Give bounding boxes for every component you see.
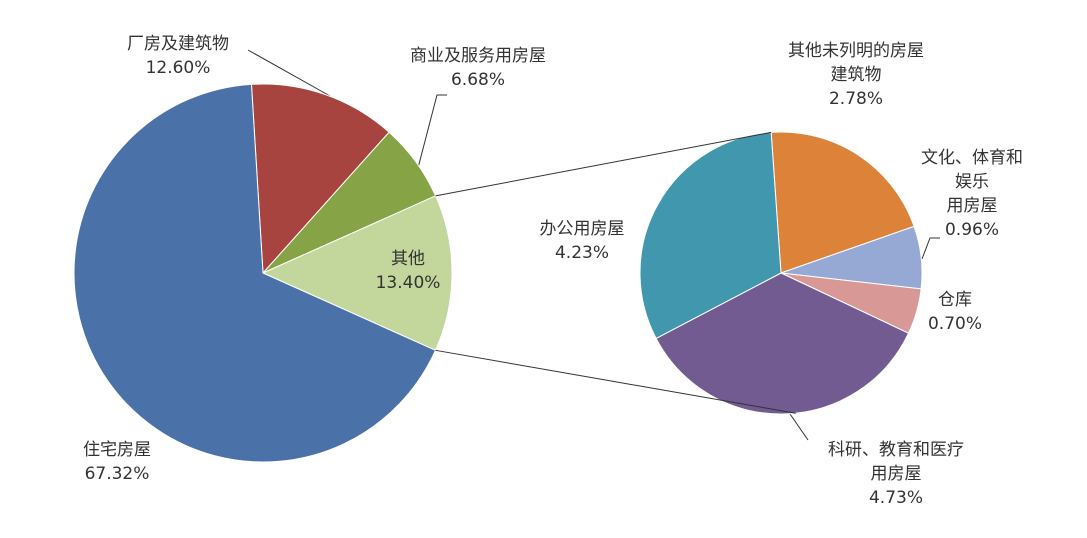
value-label: 13.40% — [375, 273, 441, 293]
slice-label: 办公用房屋 4.23% — [540, 217, 625, 265]
connector-line — [435, 349, 796, 414]
slice-label: 厂房及建筑物 12.60% — [127, 32, 229, 80]
category-label: 厂房及建筑物 — [127, 34, 229, 54]
value-label: 0.96% — [944, 220, 999, 240]
category-label: 仓库 — [937, 290, 972, 310]
category-label: 其他未列明的房屋 建筑物 — [788, 41, 924, 85]
slice-label: 科研、教育和医疗 用房屋 4.73% — [828, 438, 964, 510]
value-label: 67.32% — [84, 464, 150, 484]
value-label: 0.70% — [927, 314, 983, 334]
pie-slice — [655, 272, 910, 415]
category-label: 科研、教育和医疗 用房屋 — [828, 440, 964, 484]
category-label: 办公用房屋 — [539, 219, 625, 239]
category-label: 其他 — [390, 249, 425, 269]
pie-slice — [770, 131, 915, 274]
leader-line — [247, 49, 331, 97]
category-label: 住宅房屋 — [83, 440, 151, 460]
category-label: 文化、体育和娱乐 用房屋 — [921, 148, 1023, 216]
leader-line — [417, 94, 447, 169]
value-label: 12.60% — [145, 58, 211, 78]
connector-line — [435, 131, 772, 197]
value-label: 4.73% — [868, 488, 923, 508]
pie-slice — [73, 83, 437, 463]
slice-label: 商业及服务用房屋 6.68% — [410, 44, 546, 92]
leader-line — [789, 413, 809, 441]
slice-label: 文化、体育和娱乐 用房屋 0.96% — [915, 146, 1030, 242]
slice-label: 住宅房屋 67.32% — [83, 438, 151, 486]
pie-slice — [261, 195, 453, 351]
slice-label: 仓库 0.70% — [928, 288, 982, 336]
category-label: 商业及服务用房屋 — [410, 46, 546, 66]
value-label: 2.78% — [828, 89, 883, 109]
slice-label: 其他未列明的房屋 建筑物 2.78% — [788, 39, 924, 111]
pie-slice — [250, 83, 390, 275]
leader-line — [921, 237, 940, 260]
value-label: 6.68% — [450, 70, 505, 90]
value-label: 4.23% — [554, 243, 609, 263]
slice-label: 其他 13.40% — [376, 247, 441, 295]
